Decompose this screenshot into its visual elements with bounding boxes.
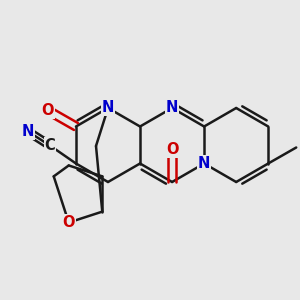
Text: N: N: [198, 156, 210, 171]
Text: N: N: [166, 100, 178, 116]
Text: C: C: [45, 138, 55, 153]
Text: N: N: [102, 100, 114, 116]
Text: O: O: [166, 142, 178, 158]
Text: O: O: [62, 215, 75, 230]
Text: O: O: [42, 103, 54, 118]
Text: N: N: [22, 124, 34, 139]
